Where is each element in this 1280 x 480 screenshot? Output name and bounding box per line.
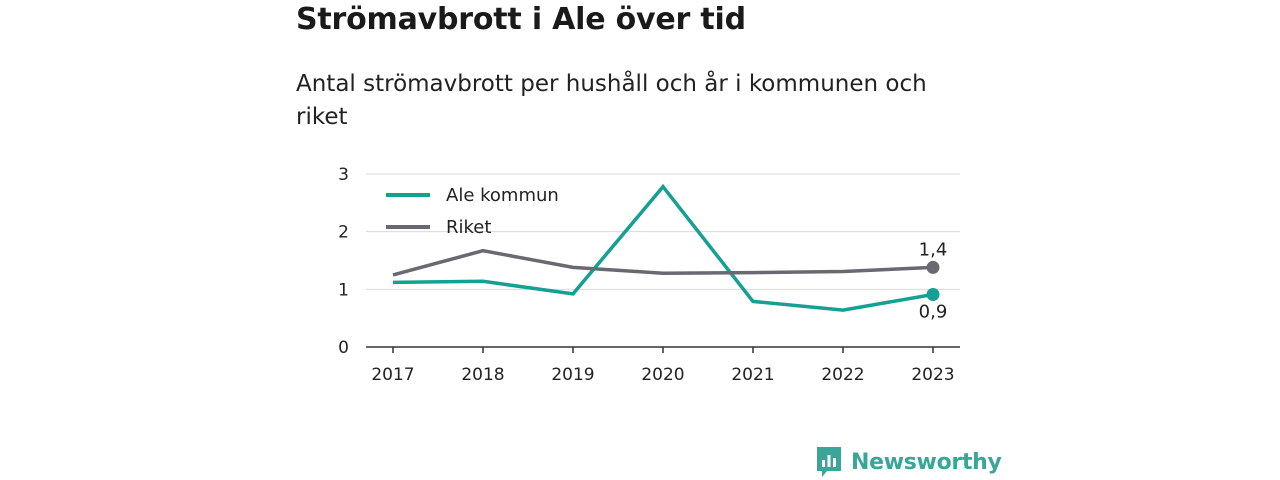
x-tick-label: 2019 xyxy=(551,365,594,385)
legend: Ale kommun Riket xyxy=(386,185,559,238)
series-line-riket xyxy=(392,248,934,277)
legend-label: Ale kommun xyxy=(446,185,559,206)
y-tick-label: 0 xyxy=(338,338,349,358)
chart-subtitle: Antal strömavbrott per hushåll och år i … xyxy=(296,71,927,130)
x-tick-label: 2022 xyxy=(821,365,864,385)
x-tick-label: 2017 xyxy=(371,365,414,385)
series-line-ale-kommun xyxy=(392,183,934,312)
series-lines: 0,9 1,4 xyxy=(392,183,948,323)
x-axis-ticks: 2017 2018 2019 2020 2021 2022 2023 xyxy=(371,347,955,385)
y-tick-label: 2 xyxy=(338,223,349,243)
y-tick-label: 1 xyxy=(338,280,349,300)
x-tick-label: 2023 xyxy=(911,365,954,385)
end-value-label: 1,4 xyxy=(919,239,948,260)
x-tick-label: 2018 xyxy=(461,365,504,385)
end-point-marker xyxy=(926,260,940,274)
x-tick-label: 2020 xyxy=(641,365,684,385)
bar-chart-speech-bubble-icon xyxy=(817,447,841,477)
x-tick-label: 2021 xyxy=(731,365,774,385)
legend-label: Riket xyxy=(446,217,491,238)
newsworthy-logo: Newsworthy xyxy=(815,445,1002,479)
end-point-marker xyxy=(926,288,940,302)
brand-name: Newsworthy xyxy=(851,449,1002,475)
y-axis-ticks: 0 1 2 3 xyxy=(338,165,349,358)
y-tick-label: 3 xyxy=(338,165,349,185)
end-value-label: 0,9 xyxy=(919,302,948,323)
chart-title: Strömavbrott i Ale över tid xyxy=(296,2,746,37)
